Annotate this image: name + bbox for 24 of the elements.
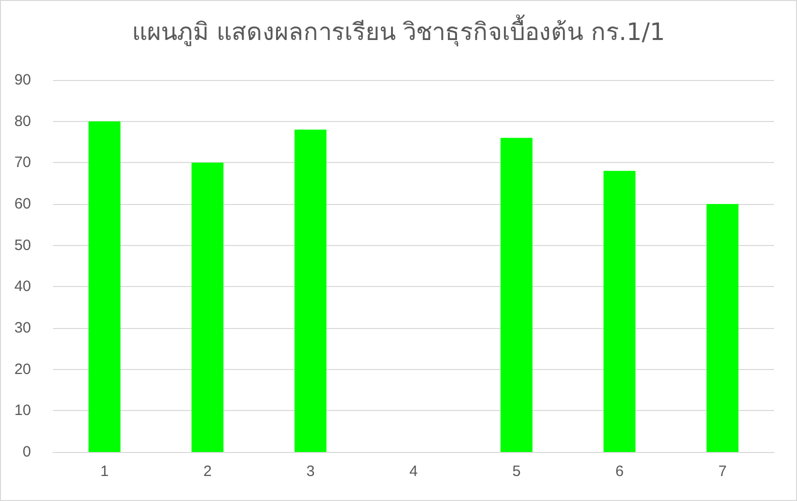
x-tick-label: 6 (615, 463, 624, 480)
y-tick-label: 50 (14, 236, 31, 254)
bar (604, 170, 636, 452)
y-tick-label: 40 (14, 278, 31, 296)
x-tick-label: 2 (203, 463, 212, 480)
x-tick-label: 5 (512, 463, 521, 480)
x-tick-label: 4 (409, 463, 418, 480)
y-tick-label: 20 (14, 360, 31, 378)
bar (88, 121, 120, 452)
chart-title: แผนภูมิ แสดงผลการเรียน วิชาธุรกิจเบื้องต้น กร.1/1 (132, 14, 666, 47)
x-tick-label: 7 (718, 463, 727, 480)
bar (294, 130, 326, 452)
y-tick-label: 30 (14, 320, 31, 336)
bar (706, 204, 738, 452)
x-tick-label: 3 (306, 463, 315, 480)
y-tick-label: 60 (14, 196, 31, 212)
x-tick-label: 1 (100, 463, 109, 480)
y-tick-label: 10 (14, 402, 31, 420)
y-tick-label: 80 (14, 112, 31, 130)
y-tick-label: 90 (14, 72, 31, 88)
bar (192, 162, 224, 452)
y-tick-label: 0 (22, 444, 31, 460)
y-tick-label: 70 (14, 154, 31, 172)
bar (500, 138, 532, 452)
